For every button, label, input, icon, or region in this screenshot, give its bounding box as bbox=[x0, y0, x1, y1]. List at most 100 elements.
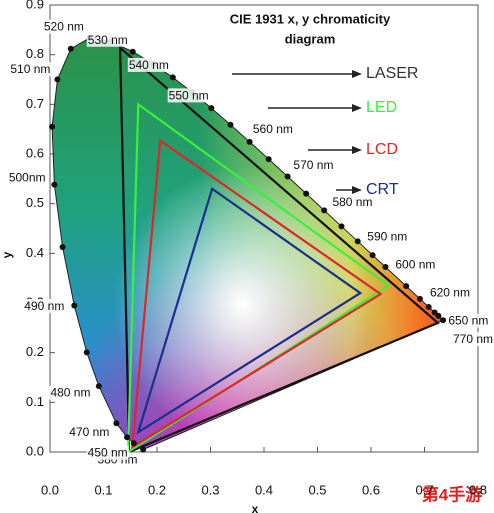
locus-point bbox=[140, 446, 147, 453]
x-tick-label: 0.7 bbox=[415, 482, 433, 497]
legend-arrowhead bbox=[352, 146, 362, 154]
legend-label: LASER bbox=[366, 65, 418, 82]
locus-point bbox=[130, 440, 137, 447]
y-tick-label: 0.2 bbox=[26, 344, 44, 359]
locus-point bbox=[321, 207, 328, 214]
locus-point bbox=[83, 349, 90, 356]
legend-label: CRT bbox=[366, 181, 399, 198]
legend-arrowhead bbox=[352, 186, 362, 194]
y-tick-label: 0.6 bbox=[26, 145, 44, 160]
locus-point bbox=[303, 190, 310, 197]
label-bg bbox=[23, 299, 66, 314]
locus-point bbox=[382, 263, 389, 270]
label-bg bbox=[428, 285, 471, 300]
x-axis-label: x bbox=[252, 502, 259, 513]
label-bg bbox=[86, 445, 129, 460]
legend-arrowhead bbox=[352, 70, 362, 78]
gamut-triangle bbox=[136, 186, 363, 435]
wavelength-label: 580 nm bbox=[332, 195, 372, 209]
gamut-triangle bbox=[131, 138, 383, 450]
y-tick-label: 0.5 bbox=[26, 195, 44, 210]
y-tick-label: 0.0 bbox=[26, 443, 44, 458]
x-tick-label: 0.8 bbox=[469, 482, 487, 497]
locus-point bbox=[71, 302, 78, 309]
locus-point bbox=[354, 238, 361, 245]
wavelength-label: 590 nm bbox=[367, 229, 407, 243]
x-tick-label: 0.5 bbox=[308, 482, 326, 497]
chart-title: diagram bbox=[285, 31, 336, 46]
gamut-triangle bbox=[118, 45, 440, 454]
wavelength-label: 550 nm bbox=[169, 88, 209, 102]
locus-point bbox=[265, 156, 272, 163]
legend-arrowhead bbox=[352, 104, 362, 112]
wavelength-label: 540 nm bbox=[129, 58, 169, 72]
label-bg bbox=[366, 229, 409, 244]
x-tick-label: 0.0 bbox=[41, 482, 59, 497]
locus-point bbox=[246, 138, 253, 145]
wavelength-label: 520 nm bbox=[44, 20, 84, 34]
wavelength-label: 470 nm bbox=[69, 425, 109, 439]
wavelength-label: 490 nm bbox=[24, 299, 64, 313]
x-tick-label: 0.4 bbox=[255, 482, 273, 497]
y-tick-label: 0.8 bbox=[26, 46, 44, 61]
legend-label: LCD bbox=[366, 141, 398, 158]
locus-point bbox=[54, 76, 61, 83]
y-tick-label: 0.4 bbox=[26, 245, 44, 260]
wavelength-label: 500nm bbox=[9, 171, 46, 185]
wavelength-label: 770 nm bbox=[453, 332, 493, 346]
x-tick-label: 0.3 bbox=[201, 482, 219, 497]
y-tick-label: 0.9 bbox=[26, 0, 44, 11]
x-tick-label: 0.2 bbox=[148, 482, 166, 497]
label-bg bbox=[42, 19, 85, 34]
wavelength-label: 570 nm bbox=[293, 158, 333, 172]
wavelength-label: 600 nm bbox=[395, 258, 435, 272]
wavelength-label: 560 nm bbox=[253, 122, 293, 136]
label-bg bbox=[451, 332, 494, 347]
x-tick-label: 0.6 bbox=[362, 482, 380, 497]
y-tick-label: 0.1 bbox=[26, 394, 44, 409]
label-bg bbox=[127, 57, 170, 72]
chart-title: CIE 1931 x, y chromaticity bbox=[230, 11, 391, 26]
label-bg bbox=[447, 313, 490, 328]
wavelength-label: 530 nm bbox=[88, 33, 128, 47]
locus-point bbox=[416, 295, 423, 302]
label-bg bbox=[331, 195, 374, 210]
locus-point bbox=[169, 74, 176, 81]
locus-point bbox=[435, 312, 442, 319]
x-tick-label: 0.1 bbox=[94, 482, 112, 497]
y-axis-label: y bbox=[0, 251, 14, 258]
label-bg bbox=[251, 122, 294, 137]
wavelength-label: 650 nm bbox=[448, 314, 488, 328]
locus-point bbox=[284, 173, 291, 180]
locus-point bbox=[129, 48, 136, 55]
locus-point bbox=[403, 283, 410, 290]
watermark: 第4手游 bbox=[422, 484, 482, 504]
locus-point bbox=[338, 223, 345, 230]
locus-point bbox=[227, 121, 234, 128]
locus-point bbox=[208, 105, 215, 112]
locus-point bbox=[51, 181, 58, 188]
label-bg bbox=[7, 170, 47, 185]
label-bg bbox=[167, 88, 210, 103]
label-bg bbox=[49, 385, 92, 400]
label-bg bbox=[9, 62, 52, 77]
wavelength-label: 450 nm bbox=[88, 446, 128, 460]
wavelength-label: 620 nm bbox=[430, 286, 470, 300]
wavelength-label: 510 nm bbox=[10, 62, 50, 76]
locus-point bbox=[95, 383, 102, 390]
locus-point bbox=[113, 420, 120, 427]
locus-point bbox=[425, 303, 432, 310]
locus-point bbox=[49, 123, 56, 130]
wavelength-label: 480 nm bbox=[50, 386, 90, 400]
legend-label: LED bbox=[366, 99, 397, 116]
y-tick-label: 0.7 bbox=[26, 96, 44, 111]
label-bg bbox=[394, 257, 437, 272]
locus-point bbox=[440, 317, 447, 324]
locus-point bbox=[67, 45, 74, 52]
label-bg bbox=[68, 424, 111, 439]
label-bg bbox=[292, 158, 335, 173]
locus-point bbox=[59, 244, 66, 251]
locus-point bbox=[124, 434, 131, 441]
locus-point bbox=[369, 252, 376, 259]
